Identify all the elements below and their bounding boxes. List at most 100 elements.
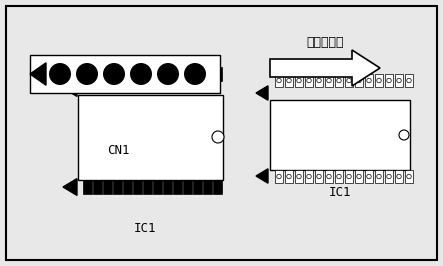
Bar [335, 74, 343, 87]
Bar [103, 180, 112, 194]
Circle shape [212, 131, 224, 143]
Bar [345, 74, 353, 87]
Bar [275, 170, 283, 183]
Circle shape [277, 78, 281, 83]
Bar [78, 95, 223, 180]
Circle shape [397, 78, 401, 83]
Bar [193, 67, 202, 81]
Bar [113, 180, 122, 194]
Bar [143, 67, 152, 81]
Bar [375, 74, 383, 87]
Bar [385, 74, 393, 87]
Circle shape [387, 174, 391, 179]
Bar [163, 180, 172, 194]
Bar [355, 170, 363, 183]
Bar [113, 67, 122, 81]
Bar [305, 74, 313, 87]
Bar [173, 67, 182, 81]
Circle shape [377, 174, 381, 179]
Bar [183, 180, 192, 194]
Bar [143, 180, 152, 194]
Circle shape [337, 174, 341, 179]
Bar [295, 74, 303, 87]
Bar [405, 74, 413, 87]
Circle shape [130, 63, 152, 85]
Circle shape [347, 78, 351, 83]
Circle shape [103, 63, 125, 85]
Polygon shape [270, 50, 380, 86]
Bar [285, 74, 293, 87]
Circle shape [307, 174, 311, 179]
Circle shape [407, 78, 411, 83]
Bar [405, 170, 413, 183]
Circle shape [157, 63, 179, 85]
Polygon shape [256, 86, 268, 100]
Bar [93, 180, 102, 194]
Bar [93, 67, 102, 81]
Circle shape [367, 174, 371, 179]
Bar [183, 67, 192, 81]
Circle shape [387, 78, 391, 83]
Bar [193, 180, 202, 194]
Bar [335, 170, 343, 183]
Bar [123, 180, 132, 194]
Bar [203, 67, 212, 81]
Circle shape [337, 78, 341, 83]
Bar [83, 180, 92, 194]
Text: CN1: CN1 [107, 143, 129, 156]
Polygon shape [63, 80, 77, 96]
Bar [270, 100, 410, 170]
Bar [325, 170, 333, 183]
Circle shape [277, 174, 281, 179]
Bar [375, 170, 383, 183]
Circle shape [357, 78, 361, 83]
Text: 过波峰方向: 过波峰方向 [306, 35, 344, 48]
Circle shape [307, 78, 311, 83]
Circle shape [49, 63, 71, 85]
Bar [30, 55, 220, 93]
Bar [315, 170, 323, 183]
Bar [103, 67, 112, 81]
Bar [163, 67, 172, 81]
Circle shape [377, 78, 381, 83]
Bar [123, 67, 132, 81]
Text: IC1: IC1 [329, 185, 351, 198]
Circle shape [357, 174, 361, 179]
Polygon shape [63, 178, 77, 196]
Bar [153, 67, 162, 81]
Text: IC1: IC1 [134, 222, 156, 235]
Bar [83, 67, 92, 81]
Bar [325, 74, 333, 87]
Bar [173, 180, 182, 194]
Bar [315, 74, 323, 87]
Circle shape [297, 174, 301, 179]
Bar [213, 180, 222, 194]
Polygon shape [256, 169, 268, 183]
Bar [395, 74, 403, 87]
Circle shape [297, 78, 301, 83]
Circle shape [399, 130, 409, 140]
Bar [203, 180, 212, 194]
Circle shape [317, 174, 321, 179]
Bar [285, 170, 293, 183]
Bar [153, 180, 162, 194]
Circle shape [397, 174, 401, 179]
Bar [133, 180, 142, 194]
Circle shape [287, 174, 291, 179]
Bar [365, 170, 373, 183]
Circle shape [317, 78, 321, 83]
Circle shape [76, 63, 98, 85]
Bar [395, 170, 403, 183]
Bar [295, 170, 303, 183]
Circle shape [347, 174, 351, 179]
Bar [385, 170, 393, 183]
Circle shape [184, 63, 206, 85]
Circle shape [367, 78, 371, 83]
Circle shape [327, 78, 331, 83]
Circle shape [327, 174, 331, 179]
Bar [213, 67, 222, 81]
Polygon shape [30, 63, 46, 85]
Bar [365, 74, 373, 87]
Circle shape [287, 78, 291, 83]
Bar [305, 170, 313, 183]
